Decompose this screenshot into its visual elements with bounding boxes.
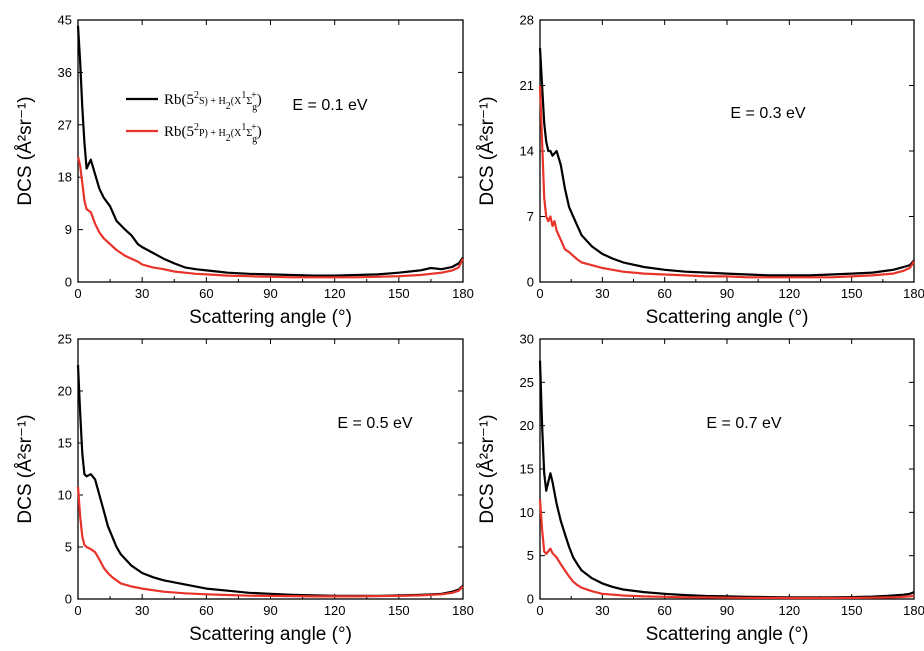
plot-frame <box>77 338 464 600</box>
x-tick-label: 0 <box>536 603 543 618</box>
energy-annotation: E = 0.1 eV <box>292 97 367 114</box>
y-tick-label: 27 <box>58 117 72 132</box>
x-tick-label: 90 <box>263 286 277 301</box>
x-tick-label: 120 <box>324 603 346 618</box>
y-tick-label: 5 <box>527 548 534 563</box>
energy-annotation: E = 0.5 eV <box>337 415 412 432</box>
y-tick-label: 15 <box>58 436 72 451</box>
x-axis-label: Scattering angle (°) <box>646 624 809 645</box>
y-axis-label: DCS (Å²sr⁻¹) <box>15 414 36 523</box>
y-tick-label: 0 <box>527 592 534 607</box>
y-tick-label: 36 <box>58 65 72 80</box>
y-tick-label: 30 <box>520 332 534 347</box>
energy-annotation: E = 0.3 eV <box>730 105 805 122</box>
x-tick-label: 0 <box>536 286 543 301</box>
y-tick-label: 14 <box>520 144 534 159</box>
y-tick-label: 9 <box>65 222 72 237</box>
y-tick-label: 25 <box>520 375 534 390</box>
y-tick-label: 28 <box>520 13 534 28</box>
energy-annotation: E = 0.7 eV <box>706 415 781 432</box>
x-axis-label: Scattering angle (°) <box>189 624 352 645</box>
x-tick-label: 120 <box>324 286 346 301</box>
y-tick-label: 10 <box>520 505 534 520</box>
plot-frame <box>539 19 915 283</box>
chart-panel-3: 0 30 60 90 120 150 180 0 5 10 15 20 25 Scattering ang… <box>15 332 474 646</box>
x-tick-label: 180 <box>903 286 924 301</box>
plot-frame <box>539 338 915 600</box>
x-tick-label: 30 <box>595 286 609 301</box>
y-tick-label: 25 <box>58 332 72 347</box>
chart-panel-1: 0 30 60 90 120 150 180 0 9 18 27 36 45 Scattering ang… <box>15 13 474 329</box>
y-tick-label: 21 <box>520 78 534 93</box>
legend-label-1: Rb(52S) + H2(X1Σg+) <box>164 90 262 113</box>
x-tick-label: 180 <box>903 603 924 618</box>
x-tick-label: 90 <box>720 603 734 618</box>
x-tick-label: 180 <box>452 286 474 301</box>
y-axis-label: DCS (Å²sr⁻¹) <box>15 96 36 205</box>
y-axis-label: DCS (Å²sr⁻¹) <box>477 96 498 205</box>
y-tick-label: 20 <box>58 384 72 399</box>
series-line-1 <box>76 364 464 598</box>
x-tick-label: 90 <box>263 603 277 618</box>
chart-panel-4: 0 30 60 90 120 150 180 0 5 10 15 20 25 30 Scattering a… <box>477 332 924 646</box>
series-line-1 <box>538 360 915 599</box>
y-tick-label: 0 <box>65 592 72 607</box>
x-tick-label: 0 <box>74 286 81 301</box>
series-line-2 <box>76 486 464 598</box>
y-tick-label: 0 <box>527 275 534 290</box>
x-tick-label: 180 <box>452 603 474 618</box>
series-line-2 <box>538 85 915 279</box>
series-line-1 <box>76 25 464 277</box>
y-tick-label: 45 <box>58 13 72 28</box>
legend-label-2: Rb(52P) + H2(X1Σg+) <box>164 122 262 145</box>
x-axis-label: Scattering angle (°) <box>646 307 809 328</box>
x-tick-label: 120 <box>778 603 800 618</box>
x-tick-label: 90 <box>720 286 734 301</box>
y-tick-label: 20 <box>520 418 534 433</box>
series-line-1 <box>538 48 915 277</box>
series-line-2 <box>76 156 464 279</box>
x-tick-label: 30 <box>135 286 149 301</box>
x-tick-label: 150 <box>388 286 410 301</box>
x-tick-label: 0 <box>74 603 81 618</box>
chart-panel-2: 0 30 60 90 120 150 180 0 7 14 21 28 Scattering angle… <box>477 13 924 329</box>
x-axis-label: Scattering angle (°) <box>189 307 352 328</box>
x-tick-label: 60 <box>657 286 671 301</box>
x-tick-label: 150 <box>841 603 863 618</box>
x-tick-label: 120 <box>778 286 800 301</box>
y-tick-label: 7 <box>527 209 534 224</box>
x-tick-label: 60 <box>199 603 213 618</box>
y-tick-label: 10 <box>58 488 72 503</box>
x-tick-label: 30 <box>135 603 149 618</box>
x-tick-label: 30 <box>595 603 609 618</box>
y-axis-label: DCS (Å²sr⁻¹) <box>477 414 498 523</box>
x-tick-label: 60 <box>199 286 213 301</box>
x-tick-label: 150 <box>388 603 410 618</box>
x-tick-label: 60 <box>657 603 671 618</box>
y-tick-label: 18 <box>58 170 72 185</box>
y-tick-label: 5 <box>65 540 72 555</box>
x-tick-label: 150 <box>841 286 863 301</box>
y-tick-label: 0 <box>65 275 72 290</box>
y-tick-label: 15 <box>520 462 534 477</box>
series-line-2 <box>538 499 915 600</box>
